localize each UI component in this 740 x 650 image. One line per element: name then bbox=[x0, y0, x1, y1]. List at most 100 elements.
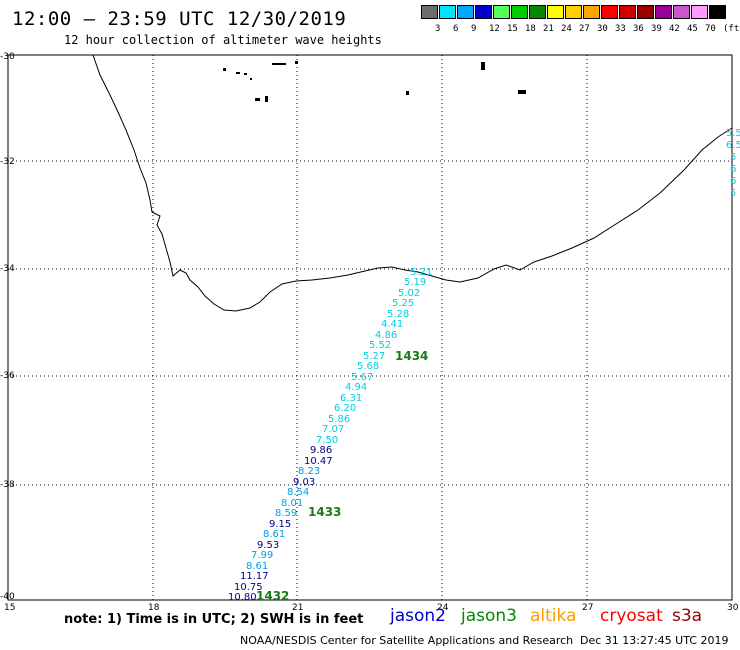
generated-timestamp: Dec 31 13:27:45 UTC 2019 bbox=[580, 634, 729, 647]
wave-height-value: 6.5 bbox=[726, 140, 740, 151]
graticule bbox=[8, 55, 732, 600]
legend-label: 39 bbox=[651, 24, 662, 34]
pass-number: 1433 bbox=[308, 505, 342, 519]
legend-label: 21 bbox=[543, 24, 554, 34]
legend-swatch bbox=[637, 5, 654, 19]
legend-swatch bbox=[673, 5, 690, 19]
longitude-label: 24 bbox=[437, 603, 449, 613]
legend-swatch bbox=[439, 5, 456, 19]
legend-swatch bbox=[601, 5, 618, 19]
legend-swatch bbox=[529, 5, 546, 19]
legend-swatch bbox=[565, 5, 582, 19]
wave-height-value: 4.86 bbox=[375, 330, 398, 341]
wave-height-value: 4.94 bbox=[345, 382, 368, 393]
legend-swatch bbox=[655, 5, 672, 19]
legend-swatch bbox=[493, 5, 510, 19]
wave-height-value: 11.17 bbox=[240, 571, 269, 582]
longitude-label: 27 bbox=[582, 603, 594, 613]
legend-swatch bbox=[691, 5, 708, 19]
legend-swatch bbox=[709, 5, 726, 19]
longitude-label: 18 bbox=[148, 603, 160, 613]
legend-label: 9 bbox=[471, 24, 477, 34]
wave-height-value: 8.54 bbox=[287, 487, 310, 498]
legend-label: 12 bbox=[489, 24, 500, 34]
legend-label: 30 bbox=[597, 24, 608, 34]
legend-label: 42 bbox=[669, 24, 680, 34]
wave-height-value: 5.25 bbox=[392, 298, 415, 309]
satellite-name: jason3 bbox=[461, 606, 517, 626]
satellite-name: jason2 bbox=[390, 606, 446, 626]
coastline bbox=[92, 54, 733, 312]
legend-swatch bbox=[475, 5, 492, 19]
longitude-label: 21 bbox=[292, 603, 304, 613]
wave-height-value: 5.52 bbox=[369, 340, 392, 351]
wave-height-value: 9.15 bbox=[269, 519, 292, 530]
legend-label: 33 bbox=[615, 24, 626, 34]
latitude-label: -34 bbox=[0, 264, 15, 274]
wave-height-value: 5.27 bbox=[363, 351, 386, 362]
wave-height-value: 5.5 bbox=[726, 128, 740, 139]
pass-number: 1434 bbox=[395, 349, 429, 363]
latitude-label: -38 bbox=[0, 480, 15, 490]
legend-label: 24 bbox=[561, 24, 572, 34]
wave-height-value: 9.86 bbox=[310, 445, 333, 456]
legend-swatch bbox=[421, 5, 438, 19]
latitude-label: -40 bbox=[0, 592, 15, 602]
satellite-name: altika bbox=[530, 606, 577, 626]
map-subtitle: 12 hour collection of altimeter wave hei… bbox=[64, 33, 382, 47]
wave-height-value: 5.68 bbox=[357, 361, 380, 372]
wave-height-value: 9.03 bbox=[293, 477, 316, 488]
legend-swatch bbox=[583, 5, 600, 19]
legend-label: 3 bbox=[435, 24, 441, 34]
wave-height-value: 7.50 bbox=[316, 435, 339, 446]
wave-height-value: 5 bbox=[730, 152, 737, 163]
wave-height-value: 5.02 bbox=[398, 288, 421, 299]
wave-height-value: 6.20 bbox=[334, 403, 357, 414]
legend-label: 45 bbox=[687, 24, 698, 34]
map-title: 12:00 – 23:59 UTC 12/30/2019 bbox=[12, 8, 347, 30]
wave-height-value: 5.86 bbox=[328, 414, 351, 425]
legend-swatch bbox=[457, 5, 474, 19]
wave-height-value: 6 bbox=[730, 164, 737, 175]
longitude-label: 30 bbox=[727, 603, 739, 613]
latitude-label: -36 bbox=[0, 371, 15, 381]
wave-height-value: 8.59 bbox=[275, 508, 298, 519]
legend-label: 27 bbox=[579, 24, 590, 34]
wave-height-value: 5.67 bbox=[351, 372, 374, 383]
wave-height-value: 7.99 bbox=[251, 550, 274, 561]
legend-swatch bbox=[619, 5, 636, 19]
latitude-label: -32 bbox=[0, 157, 15, 167]
legend-unit: (ft) bbox=[723, 24, 740, 34]
legend-label: 18 bbox=[525, 24, 536, 34]
wave-height-value: 5.28 bbox=[387, 309, 410, 320]
satellite-name: s3a bbox=[672, 606, 703, 626]
wave-height-value: 8.61 bbox=[263, 529, 286, 540]
wave-height-value: 6.31 bbox=[340, 393, 363, 404]
legend-label: 36 bbox=[633, 24, 644, 34]
satellite-name: cryosat bbox=[600, 606, 663, 626]
latitude-label: -30 bbox=[0, 52, 15, 62]
legend-label: 6 bbox=[453, 24, 459, 34]
legend-swatch bbox=[547, 5, 564, 19]
islands bbox=[223, 61, 526, 102]
pass-number: 1432 bbox=[256, 589, 290, 603]
legend-swatch bbox=[511, 5, 528, 19]
credit-line: NOAA/NESDIS Center for Satellite Applica… bbox=[240, 634, 574, 647]
wave-height-value: 5.21 bbox=[410, 267, 433, 278]
wave-height-value: 10.47 bbox=[304, 456, 333, 467]
wave-height-value: 5.19 bbox=[404, 277, 427, 288]
wave-height-value: 9.53 bbox=[257, 540, 280, 551]
wave-height-value: 5 bbox=[730, 188, 737, 199]
wave-height-value: 8.23 bbox=[298, 466, 321, 477]
longitude-label: 15 bbox=[4, 603, 16, 613]
wave-height-value: 6 bbox=[730, 176, 737, 187]
wave-height-value: 8.61 bbox=[246, 561, 269, 572]
legend-label: 70 bbox=[705, 24, 716, 34]
wave-height-value: 4.41 bbox=[381, 319, 404, 330]
legend-label: 15 bbox=[507, 24, 518, 34]
wave-height-value: 7.07 bbox=[322, 424, 345, 435]
wave-height-value: 10.75 bbox=[234, 582, 263, 593]
wave-height-value: 10.80 bbox=[228, 592, 257, 603]
